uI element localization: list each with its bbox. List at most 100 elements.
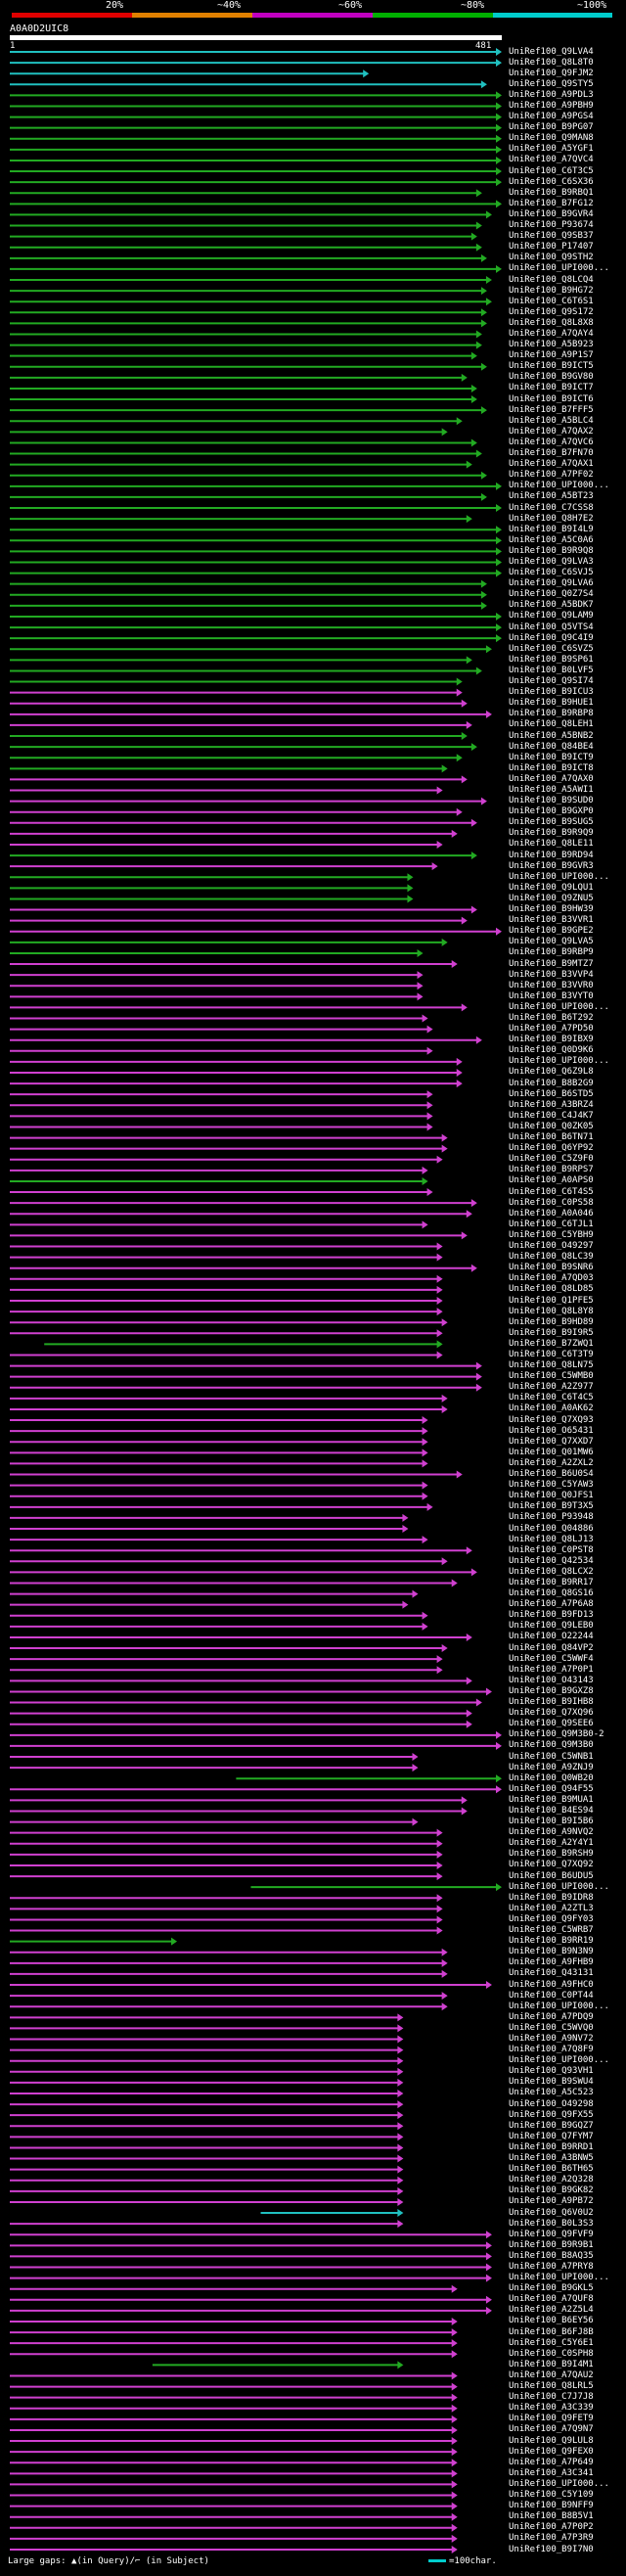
hit-label[interactable]: UniRef100_Q1PFE5 <box>509 1295 594 1306</box>
hit-label[interactable]: UniRef100_B9RBP9 <box>509 947 594 958</box>
hit-label[interactable]: UniRef100_Q8LN75 <box>509 1360 594 1371</box>
hit-label[interactable]: UniRef100_O22244 <box>509 1632 594 1642</box>
hit-label[interactable]: UniRef100_C0SPH8 <box>509 2348 594 2359</box>
hit-label[interactable]: UniRef100_B9IHB8 <box>509 1697 594 1708</box>
hit-label[interactable]: UniRef100_C7CSS8 <box>509 502 594 513</box>
hit-label[interactable]: UniRef100_A7QVC4 <box>509 155 594 165</box>
hit-label[interactable]: UniRef100_Q0JFS1 <box>509 1491 594 1501</box>
hit-label[interactable]: UniRef100_Q9FY03 <box>509 1913 594 1924</box>
hit-label[interactable]: UniRef100_Q5VTS4 <box>509 621 594 632</box>
hit-label[interactable]: UniRef100_B9SUD0 <box>509 796 594 806</box>
hit-label[interactable]: UniRef100_B7FFF5 <box>509 404 594 415</box>
hit-label[interactable]: UniRef100_C5YBH9 <box>509 1229 594 1240</box>
hit-label[interactable]: UniRef100_O43143 <box>509 1675 594 1685</box>
hit-label[interactable]: UniRef100_B9FD13 <box>509 1610 594 1621</box>
hit-label[interactable]: UniRef100_B7FN70 <box>509 448 594 459</box>
hit-label[interactable]: UniRef100_B9GVR4 <box>509 208 594 219</box>
hit-label[interactable]: UniRef100_B3VYT0 <box>509 990 594 1001</box>
hit-label[interactable]: UniRef100_UPI000... <box>509 2055 609 2066</box>
hit-label[interactable]: UniRef100_Q7XQ92 <box>509 1860 594 1870</box>
hit-label[interactable]: UniRef100_B9GKL5 <box>509 2283 594 2294</box>
hit-label[interactable]: UniRef100_B6FJ8B <box>509 2326 594 2337</box>
hit-label[interactable]: UniRef100_B9RD94 <box>509 850 594 860</box>
hit-label[interactable]: UniRef100_A9FHB9 <box>509 1957 594 1968</box>
hit-label[interactable]: UniRef100_A5AWI1 <box>509 785 594 795</box>
hit-label[interactable]: UniRef100_Q8LD85 <box>509 1284 594 1295</box>
hit-label[interactable]: UniRef100_C5Y109 <box>509 2490 594 2501</box>
hit-label[interactable]: UniRef100_Q8GS16 <box>509 1588 594 1599</box>
hit-label[interactable]: UniRef100_B6TH65 <box>509 2164 594 2175</box>
hit-label[interactable]: UniRef100_C6T3C5 <box>509 165 594 176</box>
hit-label[interactable]: UniRef100_Q8LC39 <box>509 1252 594 1263</box>
hit-label[interactable]: UniRef100_Q8LCQ4 <box>509 274 594 285</box>
hit-label[interactable]: UniRef100_B0L3S3 <box>509 2218 594 2229</box>
hit-label[interactable]: UniRef100_A5C523 <box>509 2088 594 2098</box>
hit-label[interactable]: UniRef100_C7J7J8 <box>509 2392 594 2403</box>
hit-label[interactable]: UniRef100_A7Q9N7 <box>509 2424 594 2435</box>
hit-label[interactable]: UniRef100_P93674 <box>509 220 594 231</box>
hit-label[interactable]: UniRef100_B9HUE1 <box>509 698 594 709</box>
hit-label[interactable]: UniRef100_C0PS58 <box>509 1197 594 1208</box>
hit-label[interactable]: UniRef100_A2Y4Y1 <box>509 1838 594 1849</box>
hit-label[interactable]: UniRef100_Q9LVA6 <box>509 578 594 589</box>
hit-label[interactable]: UniRef100_A9PGS4 <box>509 112 594 122</box>
hit-label[interactable]: UniRef100_A7PD50 <box>509 1024 594 1035</box>
hit-label[interactable]: UniRef100_A9PDL3 <box>509 89 594 100</box>
hit-label[interactable]: UniRef100_B8AQ35 <box>509 2250 594 2261</box>
hit-label[interactable]: UniRef100_A0A046 <box>509 1208 594 1219</box>
hit-label[interactable]: UniRef100_Q8L8X8 <box>509 317 594 328</box>
hit-label[interactable]: UniRef100_O49297 <box>509 1241 594 1252</box>
hit-label[interactable]: UniRef100_B9SWU4 <box>509 2077 594 2088</box>
hit-label[interactable]: UniRef100_Q8LRL5 <box>509 2381 594 2392</box>
hit-label[interactable]: UniRef100_B9R9B1 <box>509 2239 594 2250</box>
hit-label[interactable]: UniRef100_C6T6S1 <box>509 296 594 306</box>
hit-label[interactable]: UniRef100_B9GVR3 <box>509 860 594 871</box>
hit-label[interactable]: UniRef100_A5BDK7 <box>509 600 594 611</box>
hit-label[interactable]: UniRef100_A0APS0 <box>509 1175 594 1186</box>
hit-label[interactable]: UniRef100_A2Z977 <box>509 1382 594 1393</box>
hit-label[interactable]: UniRef100_A7QAX1 <box>509 459 594 470</box>
hit-label[interactable]: UniRef100_UPI000... <box>509 2001 609 2011</box>
hit-label[interactable]: UniRef100_Q9M3B0-2 <box>509 1729 604 1740</box>
hit-label[interactable]: UniRef100_Q9LVA5 <box>509 937 594 947</box>
hit-label[interactable]: UniRef100_B9N3N9 <box>509 1947 594 1957</box>
hit-label[interactable]: UniRef100_P93948 <box>509 1512 594 1523</box>
hit-label[interactable]: UniRef100_A3C339 <box>509 2403 594 2414</box>
hit-label[interactable]: UniRef100_C6T4C5 <box>509 1393 594 1403</box>
hit-label[interactable]: UniRef100_Q7XQ93 <box>509 1414 594 1425</box>
hit-label[interactable]: UniRef100_Q9STH2 <box>509 253 594 263</box>
hit-label[interactable]: UniRef100_A3BRZ4 <box>509 1099 594 1110</box>
hit-label[interactable]: UniRef100_UPI000... <box>509 871 609 882</box>
hit-label[interactable]: UniRef100_Q7FYM7 <box>509 2131 594 2141</box>
hit-label[interactable]: UniRef100_Q9C4I9 <box>509 632 594 643</box>
hit-label[interactable]: UniRef100_Q8L8T0 <box>509 57 594 68</box>
hit-label[interactable]: UniRef100_Q84BE4 <box>509 741 594 752</box>
hit-label[interactable]: UniRef100_B9GQZ7 <box>509 2120 594 2131</box>
hit-label[interactable]: UniRef100_Q9LQU1 <box>509 882 594 893</box>
hit-label[interactable]: UniRef100_A2Q328 <box>509 2175 594 2185</box>
hit-label[interactable]: UniRef100_A7P0P1 <box>509 1664 594 1675</box>
hit-label[interactable]: UniRef100_Q93VH1 <box>509 2066 594 2077</box>
hit-label[interactable]: UniRef100_B6UDU5 <box>509 1870 594 1881</box>
hit-label[interactable]: UniRef100_A9NV72 <box>509 2034 594 2044</box>
hit-label[interactable]: UniRef100_C0PT44 <box>509 1990 594 2001</box>
hit-label[interactable]: UniRef100_C6SX36 <box>509 176 594 187</box>
hit-label[interactable]: UniRef100_Q0Z7S4 <box>509 589 594 600</box>
hit-label[interactable]: UniRef100_Q0WB20 <box>509 1772 594 1783</box>
hit-label[interactable]: UniRef100_A7PDQ9 <box>509 2011 594 2022</box>
hit-label[interactable]: UniRef100_A5BT23 <box>509 491 594 502</box>
hit-label[interactable]: UniRef100_C6SVJ5 <box>509 568 594 578</box>
hit-label[interactable]: UniRef100_Q9SB37 <box>509 231 594 242</box>
hit-label[interactable]: UniRef100_B9ICU3 <box>509 687 594 698</box>
hit-label[interactable]: UniRef100_B9SUG5 <box>509 817 594 828</box>
hit-label[interactable]: UniRef100_A2ZXL2 <box>509 1457 594 1468</box>
hit-label[interactable]: UniRef100_B7FG12 <box>509 198 594 208</box>
hit-label[interactable]: UniRef100_B6EY56 <box>509 2316 594 2326</box>
hit-label[interactable]: UniRef100_B8B5V1 <box>509 2511 594 2522</box>
hit-label[interactable]: UniRef100_C5WMB0 <box>509 1371 594 1382</box>
hit-label[interactable]: UniRef100_B9ICT8 <box>509 762 594 773</box>
hit-label[interactable]: UniRef100_B9PG07 <box>509 122 594 133</box>
hit-label[interactable]: UniRef100_Q8H7E2 <box>509 513 594 524</box>
hit-label[interactable]: UniRef100_B9GPE2 <box>509 926 594 937</box>
hit-label[interactable]: UniRef100_Q9FJM2 <box>509 68 594 78</box>
